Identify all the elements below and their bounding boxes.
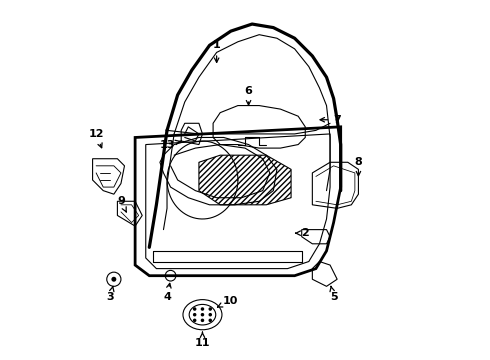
Text: 11: 11 — [195, 332, 210, 348]
Circle shape — [193, 313, 196, 316]
Text: 7: 7 — [320, 115, 341, 125]
Text: 2: 2 — [295, 228, 309, 238]
Circle shape — [201, 307, 204, 311]
Circle shape — [111, 277, 116, 282]
Circle shape — [193, 319, 196, 322]
Text: 12: 12 — [88, 129, 104, 148]
Text: 8: 8 — [355, 157, 362, 176]
Text: 4: 4 — [163, 283, 171, 302]
Circle shape — [193, 307, 196, 311]
Text: 13: 13 — [159, 140, 180, 149]
Text: 6: 6 — [245, 86, 252, 105]
Text: 5: 5 — [330, 286, 338, 302]
Text: 1: 1 — [213, 40, 220, 62]
Text: 9: 9 — [117, 196, 126, 212]
Text: 3: 3 — [106, 286, 114, 302]
Circle shape — [208, 307, 212, 311]
Circle shape — [208, 319, 212, 322]
Text: 10: 10 — [218, 296, 239, 307]
Circle shape — [201, 319, 204, 322]
Circle shape — [208, 313, 212, 316]
Circle shape — [201, 313, 204, 316]
